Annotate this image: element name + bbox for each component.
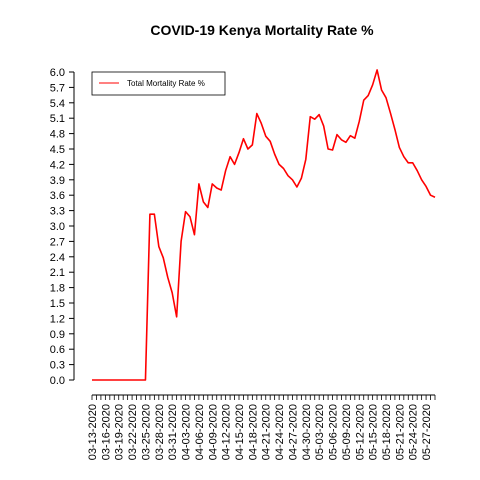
y-tick-label: 0.9: [50, 329, 65, 341]
y-tick-label: 2.7: [50, 236, 65, 248]
x-tick-label: 04-27-2020: [287, 404, 299, 460]
x-tick-label: 05-03-2020: [314, 404, 326, 460]
chart-title: COVID-19 Kenya Mortality Rate %: [150, 22, 374, 38]
x-tick-label: 04-21-2020: [261, 404, 273, 460]
series-line: [92, 69, 436, 381]
legend-box: [91, 71, 226, 96]
x-tick-label: 05-06-2020: [328, 404, 340, 460]
x-tick-label: 03-16-2020: [100, 404, 112, 460]
x-tick-label: 03-25-2020: [140, 404, 152, 460]
y-axis: 0.0 0.3 0.6 0.9 1.2 1.5 1.8 2.1 2.4 2.7 3.0 3.3 3.6 3…: [50, 67, 75, 387]
x-tick-label: 03-19-2020: [114, 404, 126, 460]
x-tick-label: 04-03-2020: [181, 404, 193, 460]
y-tick-label: 4.2: [50, 159, 65, 171]
y-tick-label: 2.1: [50, 267, 65, 279]
legend: Total Mortality Rate %: [91, 71, 226, 96]
y-tick-label: 1.5: [50, 298, 65, 310]
x-axis: 03-13-2020 03-16-2020 03-19-2020 03-22-2020…: [87, 394, 436, 460]
y-tick-label: 2.4: [50, 252, 65, 264]
y-tick-label: 3.0: [50, 221, 65, 233]
y-tick-label: 0.6: [50, 344, 65, 356]
x-tick-label: 03-22-2020: [127, 404, 139, 460]
x-tick-label: 03-28-2020: [154, 404, 166, 460]
x-tick-label: 05-27-2020: [421, 404, 433, 460]
y-tick-label: 1.8: [50, 283, 65, 295]
y-tick-label: 3.9: [50, 175, 65, 187]
x-tick-label: 05-21-2020: [394, 404, 406, 460]
x-tick-label: 04-18-2020: [247, 404, 259, 460]
y-tick-label: 3.3: [50, 206, 65, 218]
y-tick-label: 4.5: [50, 144, 65, 156]
y-tick-label: 6.0: [50, 67, 65, 79]
y-tick-label: 1.2: [50, 313, 65, 325]
x-tick-label: 04-06-2020: [194, 404, 206, 460]
x-tick-label: 04-30-2020: [301, 404, 313, 460]
y-tick-label: 5.7: [50, 82, 65, 94]
x-tick-label: 03-31-2020: [167, 404, 179, 460]
y-tick-label: 0.3: [50, 360, 65, 372]
x-tick-label: 05-12-2020: [354, 404, 366, 460]
x-tick-label: 05-15-2020: [368, 404, 380, 460]
y-tick-label: 4.8: [50, 129, 65, 141]
x-tick-label: 05-18-2020: [381, 404, 393, 460]
x-tick-label: 04-24-2020: [274, 404, 286, 460]
series-layer: [92, 69, 436, 381]
x-tick-label: 05-24-2020: [408, 404, 420, 460]
y-tick-label: 0.0: [50, 375, 65, 387]
y-tick-label: 3.6: [50, 190, 65, 202]
y-tick-label: 5.1: [50, 113, 65, 125]
x-tick-label: 03-13-2020: [87, 404, 99, 460]
y-tick-label: 5.4: [50, 98, 65, 110]
legend-label: Total Mortality Rate %: [127, 79, 205, 88]
x-tick-label: 04-09-2020: [207, 404, 219, 460]
x-tick-label: 04-12-2020: [221, 404, 233, 460]
x-tick-label: 04-15-2020: [234, 404, 246, 460]
x-tick-label: 05-09-2020: [341, 404, 353, 460]
